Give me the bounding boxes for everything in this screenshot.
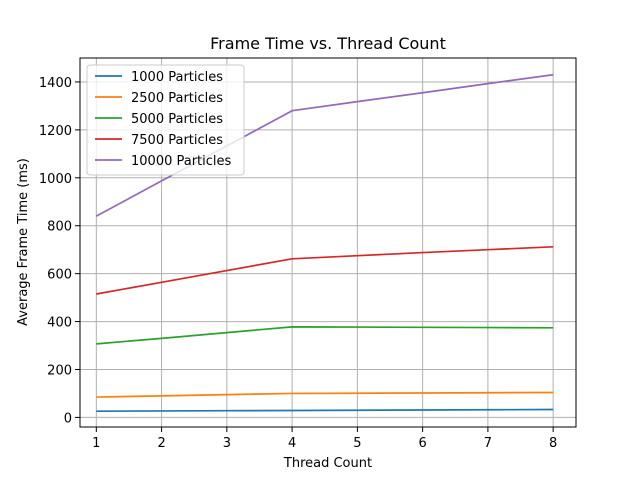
- y-tick-label: 1000: [39, 172, 72, 187]
- x-tick-label: 7: [484, 436, 492, 451]
- legend-entry: 2500 Particles: [131, 91, 223, 106]
- x-tick-label: 8: [549, 436, 557, 451]
- legend-entry: 5000 Particles: [131, 112, 223, 127]
- y-axis: 0 200 400 600 800 1000 1200 1400: [39, 76, 80, 426]
- legend-entry: 1000 Particles: [131, 70, 223, 85]
- y-axis-title: Average Frame Time (ms): [16, 158, 31, 326]
- x-axis: 1 2 3 4 5 6 7 8: [92, 427, 557, 451]
- legend-frame: [86, 64, 245, 176]
- series-line: [96, 391, 554, 398]
- chart-title: Frame Time vs. Thread Count: [210, 34, 446, 53]
- series-line: [96, 245, 554, 295]
- series-line: [96, 325, 554, 345]
- x-axis-title: Thread Count: [283, 456, 372, 471]
- series-line: [96, 408, 554, 413]
- y-tick-label: 1200: [39, 124, 72, 139]
- legend: 1000 Particles 2500 Particles 5000 Particl…: [86, 64, 245, 176]
- legend-entry: 10000 Particles: [131, 154, 232, 169]
- x-tick-label: 5: [353, 436, 361, 451]
- y-tick-label: 1400: [39, 76, 72, 91]
- y-tick-label: 200: [47, 363, 72, 378]
- x-tick-label: 2: [157, 436, 165, 451]
- x-tick-label: 4: [288, 436, 296, 451]
- legend-entry: 7500 Particles: [131, 133, 223, 148]
- y-tick-label: 0: [64, 411, 72, 426]
- x-tick-label: 3: [223, 436, 231, 451]
- plot-frame: [79, 57, 577, 428]
- y-tick-label: 600: [47, 268, 72, 283]
- grid: [80, 58, 576, 427]
- x-tick-label: 6: [418, 436, 426, 451]
- x-tick-label: 1: [92, 436, 100, 451]
- y-tick-label: 400: [47, 316, 72, 331]
- y-tick-label: 800: [47, 220, 72, 235]
